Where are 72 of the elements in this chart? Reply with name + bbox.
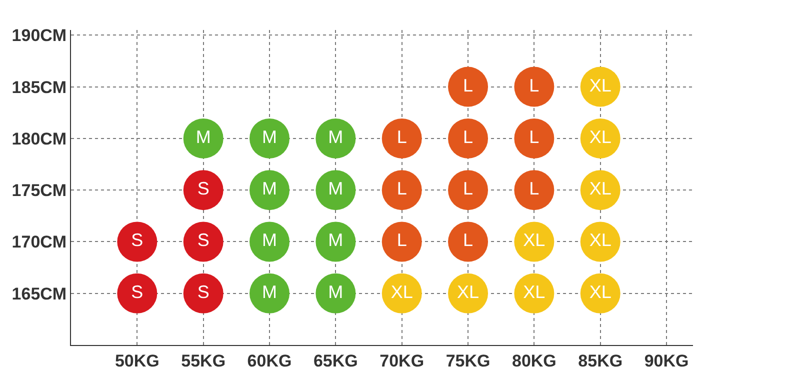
x-tick-label: 90KG (644, 351, 689, 370)
text: L (463, 75, 474, 96)
x-tick-label: 60KG (247, 351, 292, 370)
text: XL (589, 230, 612, 250)
point (514, 170, 554, 210)
point (448, 170, 488, 210)
point (514, 118, 554, 158)
series-label: S (131, 230, 144, 250)
text: L (463, 126, 474, 147)
x-tick-label: 70KG (380, 351, 424, 370)
series-label: XL (523, 230, 546, 250)
text: L (529, 178, 540, 199)
point (382, 222, 422, 262)
text: M (328, 282, 344, 302)
x-tick-label: 55KG (181, 351, 226, 370)
text: M (328, 230, 344, 250)
text: L (463, 230, 474, 250)
point (250, 118, 290, 158)
point (183, 222, 224, 262)
text: M (196, 126, 211, 147)
text: M (262, 178, 278, 199)
text: M (328, 126, 344, 147)
y-tick-label: 165CM (12, 284, 67, 304)
text: XL (589, 282, 612, 302)
y-tick-label: 185CM (12, 78, 67, 97)
point (448, 66, 488, 107)
point (250, 273, 290, 314)
point (183, 273, 224, 314)
point (183, 118, 224, 158)
y-tick-label: 170CM (12, 232, 67, 252)
text: XL (457, 282, 480, 302)
text: S (131, 282, 144, 302)
text: S (197, 282, 210, 302)
point (250, 222, 290, 262)
point (316, 118, 356, 158)
x-tick-label: 85KG (578, 351, 623, 370)
text: XL (589, 178, 612, 199)
y-tick-label: 175CM (12, 181, 67, 200)
point (117, 273, 158, 314)
text: XL (589, 75, 612, 96)
text: XL (390, 282, 413, 302)
point (382, 170, 422, 210)
point (514, 66, 554, 107)
x-tick-label: 50KG (114, 351, 160, 370)
series-label: M (262, 282, 278, 302)
text: L (396, 178, 407, 199)
text: XL (523, 282, 546, 302)
text: L (529, 126, 540, 147)
x-tick-label: 75KG (446, 351, 490, 370)
text: L (396, 126, 407, 147)
point (250, 170, 290, 210)
series-label: L (396, 230, 407, 250)
text: S (197, 178, 210, 199)
point (448, 118, 488, 158)
text: XL (589, 126, 612, 147)
text: L (463, 178, 474, 199)
point (382, 118, 422, 158)
point (448, 222, 488, 262)
point (316, 170, 356, 210)
point (316, 273, 356, 314)
point (316, 222, 356, 262)
text: S (197, 230, 210, 250)
x-tick-label: 65KG (313, 351, 358, 370)
x-tick-label: 80KG (512, 351, 556, 370)
text: M (328, 178, 344, 199)
text: L (529, 75, 540, 96)
y-tick-label: 190CM (12, 26, 67, 46)
text: M (262, 126, 278, 147)
text: M (262, 230, 278, 250)
point (117, 222, 158, 262)
y-tick-label: 180CM (12, 129, 67, 148)
point (183, 170, 224, 210)
